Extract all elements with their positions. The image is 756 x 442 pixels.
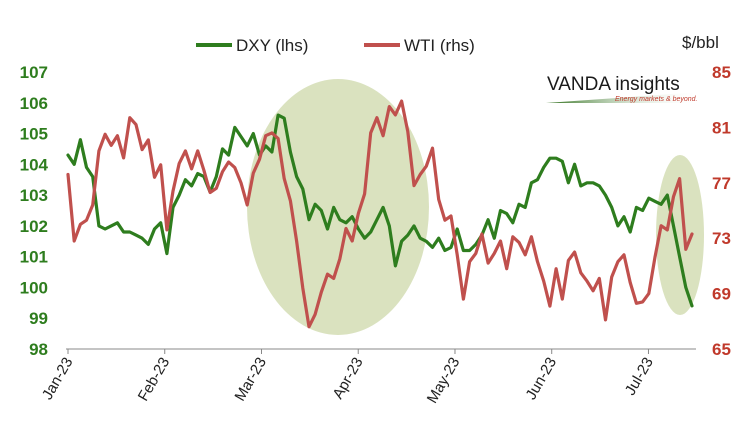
right-tick-label: 73: [712, 229, 731, 248]
left-tick-label: 101: [20, 248, 48, 267]
left-tick-label: 107: [20, 63, 48, 82]
x-tick-label: Jan-23: [39, 355, 77, 403]
x-tick-label: Jun-23: [523, 355, 561, 403]
left-tick-label: 99: [29, 309, 48, 328]
right-tick-label: 85: [712, 63, 731, 82]
legend-label-dxy: DXY (lhs): [236, 36, 308, 55]
right-tick-label: 81: [712, 118, 731, 137]
right-tick-label: 69: [712, 285, 731, 304]
brand-tagline: Energy markets & beyond.: [615, 96, 698, 103]
right-tick-label: 77: [712, 174, 731, 193]
legend: DXY (lhs) WTI (rhs): [196, 36, 475, 55]
x-tick-label: May-23: [424, 355, 464, 407]
x-tick-label: Mar-23: [231, 355, 269, 405]
right-axis-ticks: 85 81 77 73 69 65: [712, 63, 731, 359]
left-tick-label: 104: [20, 155, 49, 174]
left-tick-label: 105: [20, 125, 48, 144]
right-axis-unit: $/bbl: [682, 33, 719, 52]
x-tick-label: Apr-23: [329, 355, 366, 402]
brand-name: VANDA insights: [547, 74, 680, 95]
left-tick-label: 98: [29, 340, 48, 359]
x-axis-ticks: Jan-23 Feb-23 Mar-23 Apr-23 May-23 Jun-23 Jul-…: [39, 349, 657, 406]
brand-wedge: [546, 92, 700, 103]
left-tick-label: 103: [20, 186, 48, 205]
right-tick-label: 65: [712, 340, 731, 359]
left-tick-label: 102: [20, 217, 48, 236]
left-tick-label: 100: [20, 278, 48, 297]
highlight-ellipse-march-april: [247, 79, 429, 335]
series-line-wti: [66, 99, 694, 329]
series-line-dxy: [66, 113, 694, 308]
left-axis-ticks: 107 106 105 104 103 102 101 100 99 98: [20, 63, 49, 359]
legend-label-wti: WTI (rhs): [404, 36, 475, 55]
x-tick-label: Feb-23: [135, 355, 173, 405]
series-lines: [66, 99, 694, 329]
brand-logo: VANDA insights Energy markets & beyond.: [546, 74, 700, 103]
left-tick-label: 106: [20, 94, 48, 113]
x-tick-label: Jul-23: [622, 355, 657, 399]
